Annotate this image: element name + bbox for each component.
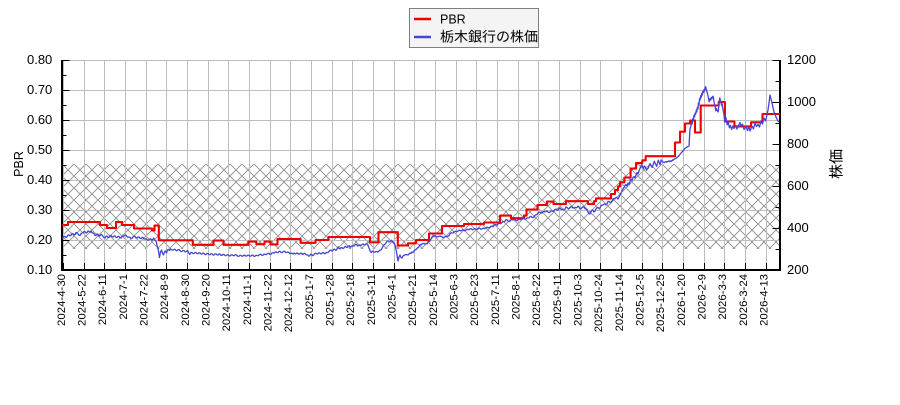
svg-text:2025-10-24: 2025-10-24: [593, 274, 605, 332]
svg-text:2024-11-22: 2024-11-22: [263, 274, 275, 331]
svg-text:2025-9-11: 2025-9-11: [552, 274, 564, 325]
svg-text:2024-8-9: 2024-8-9: [159, 274, 171, 320]
svg-text:2024-9-20: 2024-9-20: [201, 274, 213, 326]
svg-text:1000: 1000: [787, 94, 816, 109]
svg-text:PBR: PBR: [440, 13, 466, 27]
svg-text:2024-7-22: 2024-7-22: [139, 274, 151, 326]
svg-text:2024-4-30: 2024-4-30: [56, 274, 68, 326]
svg-text:0.40: 0.40: [27, 172, 52, 187]
svg-text:2025-12-25: 2025-12-25: [655, 274, 667, 332]
svg-text:2025-12-5: 2025-12-5: [635, 274, 647, 326]
svg-text:2025-8-1: 2025-8-1: [511, 274, 523, 320]
svg-text:2024-7-1: 2024-7-1: [118, 274, 130, 320]
svg-text:2026-3-3: 2026-3-3: [717, 274, 729, 320]
svg-text:2025-3-11: 2025-3-11: [366, 274, 378, 325]
svg-text:2025-11-14: 2025-11-14: [614, 274, 626, 331]
svg-text:2025-1-7: 2025-1-7: [304, 274, 316, 320]
svg-text:0.70: 0.70: [27, 82, 52, 97]
svg-text:2024-5-22: 2024-5-22: [77, 274, 89, 326]
svg-text:2024-12-12: 2024-12-12: [283, 274, 295, 332]
svg-text:2026-2-9: 2026-2-9: [697, 274, 709, 320]
svg-text:0.20: 0.20: [27, 232, 52, 247]
svg-text:2025-7-11: 2025-7-11: [490, 274, 502, 325]
svg-text:2025-6-3: 2025-6-3: [449, 274, 461, 320]
svg-text:2025-10-3: 2025-10-3: [573, 274, 585, 326]
svg-text:2025-5-14: 2025-5-14: [428, 274, 440, 326]
svg-text:PBR: PBR: [12, 151, 26, 177]
svg-text:0.30: 0.30: [27, 202, 52, 217]
svg-text:2025-4-1: 2025-4-1: [387, 274, 399, 320]
svg-text:0.10: 0.10: [27, 262, 52, 277]
svg-text:2025-4-21: 2025-4-21: [407, 274, 419, 326]
svg-text:2024-6-11: 2024-6-11: [97, 274, 109, 325]
svg-text:800: 800: [787, 136, 809, 151]
svg-text:2024-10-11: 2024-10-11: [221, 274, 233, 331]
svg-text:600: 600: [787, 178, 809, 193]
svg-text:2025-8-22: 2025-8-22: [531, 274, 543, 326]
svg-text:200: 200: [787, 262, 809, 277]
svg-text:2025-1-28: 2025-1-28: [325, 274, 337, 326]
svg-text:0.50: 0.50: [27, 142, 52, 157]
svg-text:2026-1-20: 2026-1-20: [676, 274, 688, 326]
svg-text:1200: 1200: [787, 52, 816, 67]
svg-text:400: 400: [787, 220, 809, 235]
svg-text:2025-2-18: 2025-2-18: [345, 274, 357, 326]
svg-text:0.80: 0.80: [27, 52, 52, 67]
svg-text:2026-3-24: 2026-3-24: [738, 274, 750, 326]
svg-text:2024-8-30: 2024-8-30: [180, 274, 192, 326]
svg-text:2024-11-1: 2024-11-1: [242, 274, 254, 325]
svg-text:2026-4-13: 2026-4-13: [759, 274, 771, 326]
svg-text:0.60: 0.60: [27, 112, 52, 127]
svg-text:2025-6-23: 2025-6-23: [469, 274, 481, 326]
